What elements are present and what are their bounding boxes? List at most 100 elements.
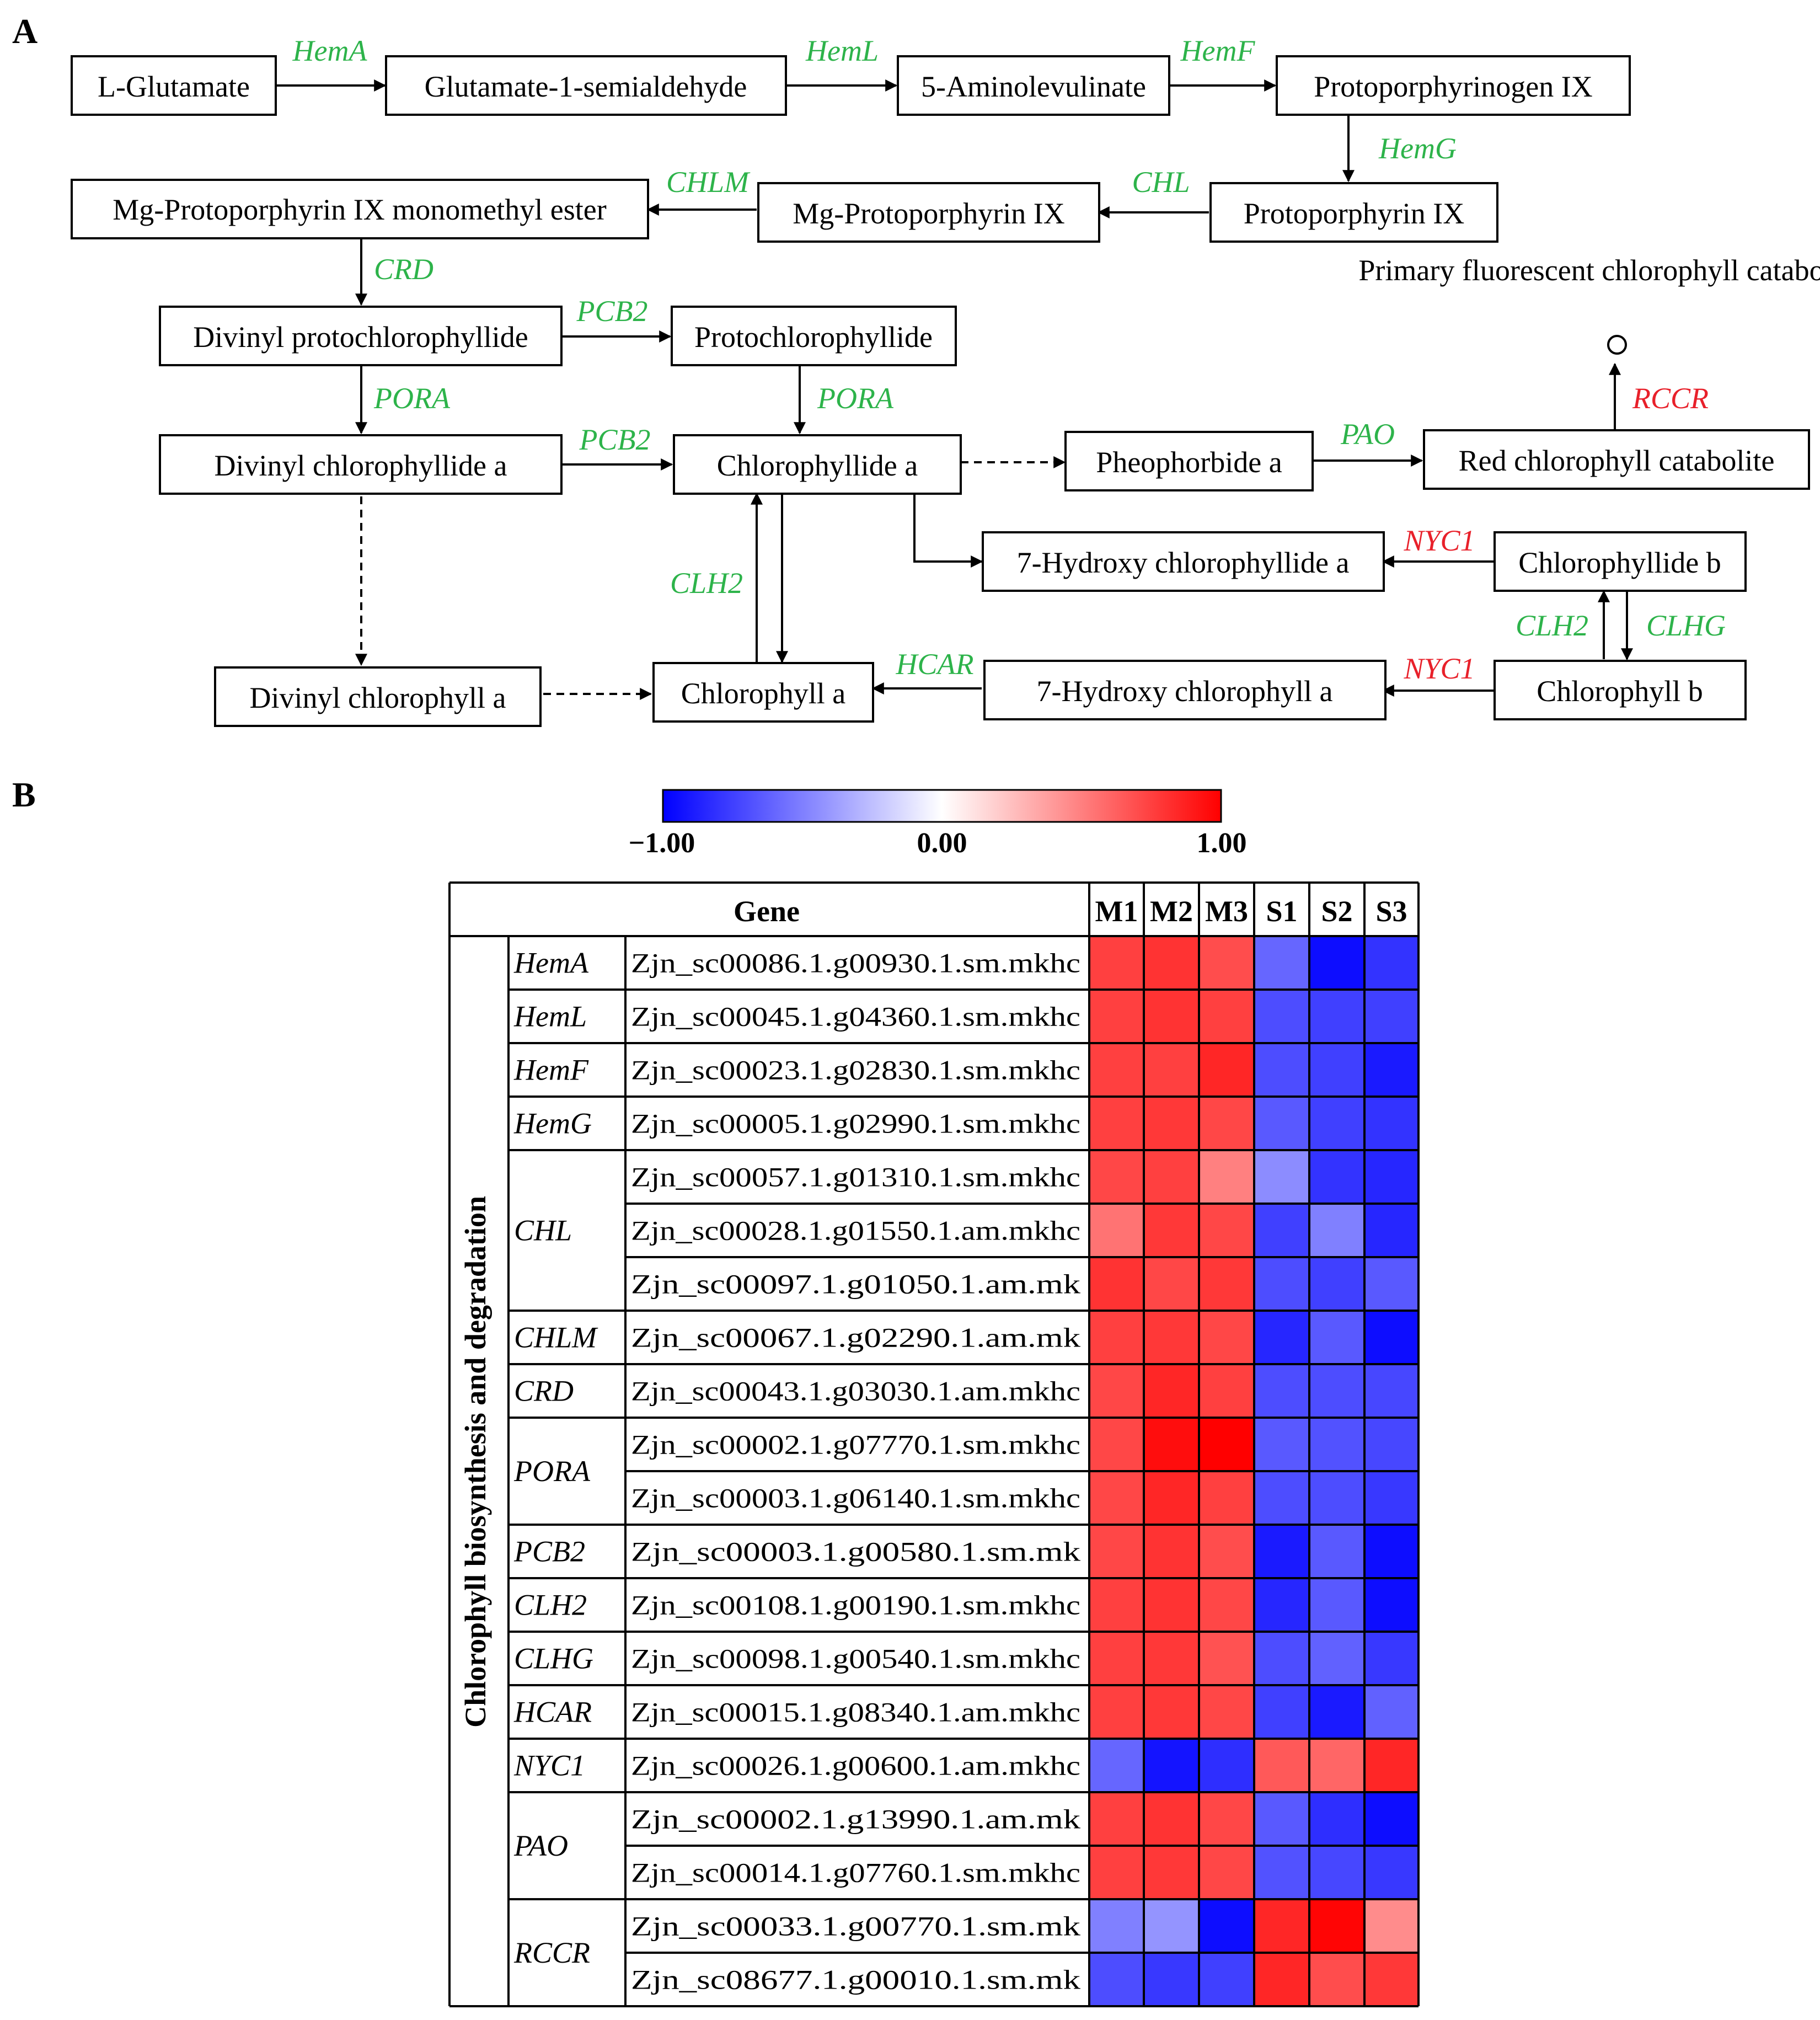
enzyme-pcb2-b: PCB2 [579,423,651,456]
enzyme-pao: PAO [1340,418,1395,451]
heatmap-cell [1364,1257,1418,1311]
heatmap-cell [1089,1418,1144,1471]
gene-label: CLHG [514,1642,593,1675]
heatmap-cell [1089,1043,1144,1097]
heatmap-cell [1309,1311,1364,1364]
heatmap-cell [1144,1685,1199,1739]
enzyme-pcb2-a: PCB2 [576,295,648,328]
transcript-id: Zjn_sc00023.1.g02830.1.sm.mkhc [631,1055,1080,1086]
enzyme-chl: CHL [1132,165,1190,199]
heatmap-cell [1309,1525,1364,1578]
enzyme-chlm: CHLM [666,165,751,199]
heatmap-cell [1199,1150,1254,1204]
heatmap-cell [1364,1685,1418,1739]
heatmap-cell [1144,1899,1199,1953]
enzyme-heml: HemL [805,34,879,67]
transcript-id: Zjn_sc00098.1.g00540.1.sm.mkhc [631,1643,1080,1674]
node-mgproto-label: Mg-Protoporphyrin IX [793,197,1064,230]
heatmap-cell [1309,990,1364,1043]
node-chlb-label: Chlorophyll b [1537,675,1703,708]
heatmap-cell [1144,1418,1199,1471]
heatmap-cell [1254,1471,1309,1525]
transcript-id: Zjn_sc00086.1.g00930.1.sm.mkhc [631,948,1080,979]
heatmap-cell [1089,1471,1144,1525]
heatmap-cell [1199,1525,1254,1578]
node-glu-label: L-Glutamate [98,70,250,103]
gene-label: NYC1 [513,1749,585,1782]
side-label: Chlorophyll biosynthesis and degradation [459,1196,492,1728]
gene-label: CHL [514,1214,572,1247]
heatmap-cell [1309,1739,1364,1792]
transcript-id: Zjn_sc00015.1.g08340.1.am.mkhc [631,1697,1080,1728]
heatmap-cell [1089,1632,1144,1685]
transcript-id: Zjn_sc00108.1.g00190.1.sm.mkhc [631,1590,1080,1621]
heatmap-cell [1144,1364,1199,1418]
gene-labels: HemA HemL HemF HemG CHL CHLM CRD PORA PCB2 CLH2 CL… [513,947,598,1970]
heatmap-cell [1254,1364,1309,1418]
gene-label: PORA [513,1455,591,1488]
node-glu: L-Glutamate [71,55,277,116]
transcript-id: Zjn_sc00043.1.g03030.1.am.mkhc [631,1376,1080,1407]
enzyme-clhg-b: CLHG [1646,609,1726,642]
heatmap-cell [1364,1578,1418,1632]
heatmap-cell [1144,1204,1199,1257]
heatmap-cell [1199,1953,1254,2006]
heatmap-cell [1089,1150,1144,1204]
heatmap-cell [1254,1257,1309,1311]
heatmap-cell [1364,1792,1418,1846]
heatmap-cell [1144,1846,1199,1899]
heatmap-cell [1364,1043,1418,1097]
heatmap-cell [1364,1525,1418,1578]
heatmap-cell [1089,936,1144,990]
gene-label: CHLM [514,1321,598,1354]
gene-label: PAO [513,1829,568,1862]
heatmap-cell [1254,1685,1309,1739]
node-pfcc-marker [1607,335,1627,355]
node-dvchla: Divinyl chlorophyll a [214,666,542,727]
heatmap-cell [1309,1043,1364,1097]
heatmap-cell [1089,1846,1144,1899]
transcript-id: Zjn_sc08677.1.g00010.1.sm.mk [631,1964,1080,1995]
heatmap-table: Gene M1 M2 M3 S1 S2 S3 HemA HemL HemF HemG CHL CHL… [448,881,1420,2007]
heatmap-cell [1254,1311,1309,1364]
node-rcc-label: Red chlorophyll catabolite [1459,444,1775,477]
transcript-id: Zjn_sc00028.1.g01550.1.am.mkhc [631,1215,1080,1246]
edge-chlidea-hchlidea [913,492,983,568]
enzyme-hcar: HCAR [896,648,974,681]
colorbar-mid-label: 0.00 [917,827,967,859]
enzyme-clh2-b: CLH2 [1516,609,1588,642]
colorbar: −1.00 0.00 1.00 [629,789,1247,859]
node-chlidea: Chlorophyllide a [673,434,962,495]
heatmap-cell [1199,1257,1254,1311]
heatmap-cell [1364,1471,1418,1525]
node-hchlidea-label: 7-Hydroxy chlorophyllide a [1017,546,1350,579]
heatmap-cell [1309,1685,1364,1739]
heatmap-cell [1199,1739,1254,1792]
heatmap-cell [1254,1418,1309,1471]
enzyme-hemg: HemG [1378,132,1457,165]
heatmap-cell [1199,1043,1254,1097]
node-pchlide: Protochlorophyllide [671,306,957,366]
heatmap-cell [1254,1097,1309,1150]
heatmap-cell [1254,1632,1309,1685]
node-pfcc: Primary fluorescent chlorophyll cataboli… [1358,254,1820,355]
node-dvchlidea: Divinyl chlorophyllide a [159,434,563,495]
transcript-id: Zjn_sc00057.1.g01310.1.sm.mkhc [631,1162,1080,1193]
heatmap-cells [1089,936,1418,2006]
heatmap-cell [1309,1364,1364,1418]
transcript-id: Zjn_sc00002.1.g07770.1.sm.mkhc [631,1429,1080,1460]
node-pheo-label: Pheophorbide a [1096,446,1282,479]
heatmap-cell [1144,936,1199,990]
node-chla: Chlorophyll a [652,662,874,723]
node-hchla: 7-Hydroxy chlorophyll a [983,660,1387,720]
heatmap-cell [1199,1899,1254,1953]
heatmap-cell [1199,1311,1254,1364]
panel-label-b: B [12,775,36,814]
node-gsa-label: Glutamate-1-semialdehyde [425,70,747,103]
heatmap-cell [1309,1953,1364,2006]
node-dvpchlide-label: Divinyl protochlorophyllide [193,320,528,354]
transcript-id: Zjn_sc00026.1.g00600.1.am.mkhc [631,1750,1080,1781]
heatmap-cell [1144,990,1199,1043]
node-mgprotome: Mg-Protoporphyrin IX monomethyl ester [71,179,649,239]
node-dvpchlide: Divinyl protochlorophyllide [159,306,563,366]
